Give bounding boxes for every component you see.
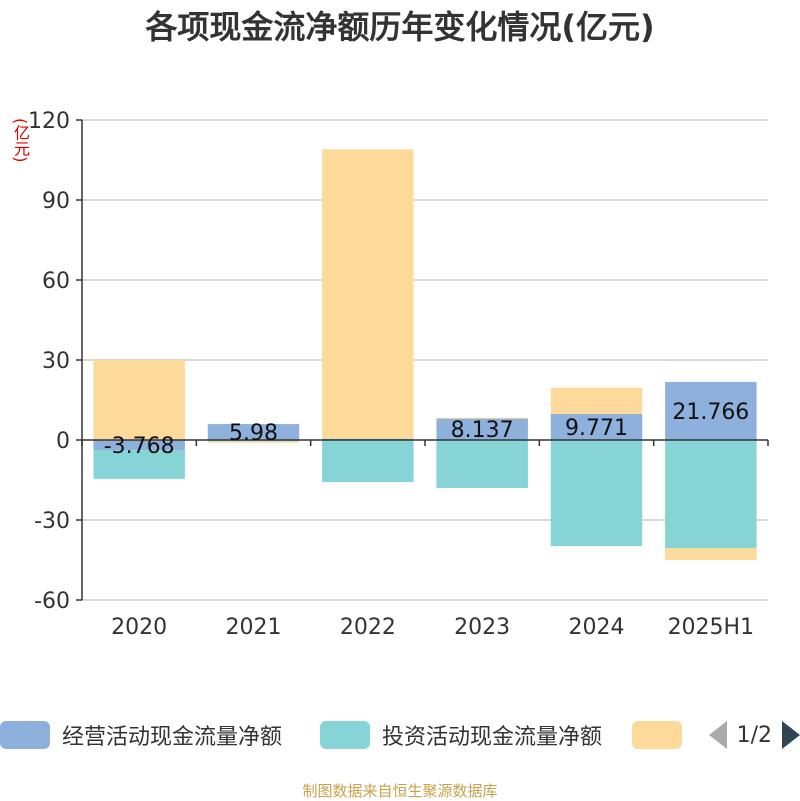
y-tick-label: 60 bbox=[42, 269, 70, 294]
data-source-note: 制图数据来自恒生聚源数据库 bbox=[302, 782, 498, 800]
x-tick-label: 2021 bbox=[226, 615, 282, 640]
data-label: 21.766 bbox=[672, 400, 749, 425]
bar-segment-series-1-2024[interactable] bbox=[550, 440, 643, 547]
x-tick-label: 2022 bbox=[340, 615, 396, 640]
legend-label-operating: 经营活动现金流量净额 bbox=[62, 725, 283, 750]
bar-segment-series-2-2024[interactable] bbox=[550, 387, 643, 414]
x-tick-label: 2023 bbox=[454, 615, 510, 640]
y-tick-label: -60 bbox=[34, 589, 70, 614]
legend-item-operating[interactable]: 经营活动现金流量净额 bbox=[0, 718, 282, 752]
bar-segment-series-0-2025H1[interactable] bbox=[665, 381, 757, 440]
bar-segment-series-0-2020[interactable] bbox=[93, 440, 185, 451]
legend-swatch-third bbox=[632, 721, 682, 749]
y-tick-label: 30 bbox=[42, 349, 70, 374]
bar-segment-series-2-2021[interactable] bbox=[207, 441, 300, 443]
legend-label-investing: 投资活动现金流量净额 bbox=[382, 725, 603, 750]
bar-segment-series-0-2023[interactable] bbox=[436, 418, 528, 440]
legend-page-indicator: 1/2 bbox=[736, 722, 772, 748]
y-tick-label: 0 bbox=[56, 429, 70, 454]
legend-prev-page-icon[interactable] bbox=[708, 721, 727, 749]
bar-segment-series-2-2025H1[interactable] bbox=[665, 548, 757, 560]
chart-title: 各项现金流净额历年变化情况(亿元) bbox=[145, 8, 655, 46]
legend-next-page-icon[interactable] bbox=[782, 721, 800, 749]
y-tick-label: 120 bbox=[28, 109, 70, 134]
bar-segment-series-0-2024[interactable] bbox=[550, 413, 643, 440]
legend-pager: 1/2 bbox=[708, 718, 800, 752]
legend-item-investing[interactable]: 投资活动现金流量净额 bbox=[320, 718, 602, 752]
y-axis-unit-label: (亿元) bbox=[11, 118, 30, 163]
bar-segment-series-2-2022[interactable] bbox=[322, 149, 414, 439]
legend-swatch-operating bbox=[0, 721, 50, 749]
bar-segment-series-1-2020[interactable] bbox=[93, 450, 185, 479]
data-label: -3.768 bbox=[104, 434, 175, 459]
legend-item-third[interactable] bbox=[632, 718, 682, 752]
x-tick-label: 2020 bbox=[111, 615, 167, 640]
legend: 经营活动现金流量净额 投资活动现金流量净额 1/2 bbox=[0, 718, 800, 752]
x-tick-label: 2024 bbox=[569, 615, 625, 640]
data-label: 8.137 bbox=[451, 418, 514, 443]
bar-segment-series-2-2020[interactable] bbox=[93, 360, 185, 440]
data-label: 5.98 bbox=[229, 421, 278, 446]
legend-swatch-investing bbox=[320, 721, 370, 749]
bar-segment-series-1-2023[interactable] bbox=[436, 440, 528, 488]
data-label: 9.771 bbox=[565, 416, 628, 441]
y-tick-label: -30 bbox=[34, 509, 70, 534]
bar-segment-series-0-2021[interactable] bbox=[207, 424, 300, 440]
x-tick-label: 2025H1 bbox=[668, 615, 755, 640]
bar-segment-series-1-2025H1[interactable] bbox=[665, 440, 757, 549]
bar-segment-series-1-2022[interactable] bbox=[322, 440, 414, 483]
bar-segment-series-2-2023[interactable] bbox=[436, 417, 528, 419]
y-tick-label: 90 bbox=[42, 189, 70, 214]
